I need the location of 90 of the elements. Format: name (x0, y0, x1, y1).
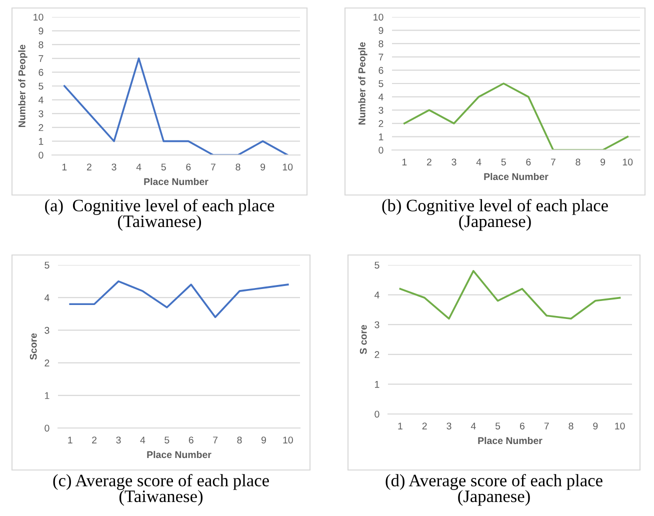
y-axis-title: Number of People (358, 42, 368, 124)
y-tick-label: 0 (374, 410, 380, 418)
y-tick-label: 0 (38, 152, 44, 159)
y-tick-label: 2 (38, 124, 44, 131)
x-tick-label: 8 (568, 422, 574, 430)
x-tick-label: 2 (422, 422, 427, 430)
y-tick-label: 8 (38, 41, 44, 48)
line-series (403, 82, 629, 150)
y-tick-label: 8 (378, 40, 384, 48)
x-axis-title: Place Number (144, 178, 208, 186)
x-tick-label: 1 (62, 164, 67, 170)
y-tick-label: 1 (379, 134, 384, 140)
y-tick-label: 5 (378, 80, 384, 88)
y-tick-label: 3 (378, 106, 384, 114)
y-tick-label: 0 (44, 424, 50, 432)
x-tick-label: 5 (164, 436, 170, 444)
y-tick-label: 5 (44, 262, 50, 269)
x-tick-label: 4 (136, 164, 142, 170)
x-tick-label: 3 (446, 422, 452, 430)
x-tick-label: 7 (213, 436, 218, 444)
x-tick-label: 1 (402, 158, 407, 166)
x-tick-label: 10 (283, 436, 293, 444)
y-tick-label: 2 (374, 351, 380, 358)
x-tick-label: 6 (520, 422, 524, 430)
text: (a) Cognitive level of each place (Taiwanese) (45, 199, 274, 231)
y-tick-label: 9 (378, 27, 384, 34)
x-tick-label: 9 (261, 436, 266, 444)
y-tick-label: 6 (38, 68, 44, 76)
x-tick-label: 10 (622, 158, 633, 166)
x-tick-label: 4 (140, 436, 146, 444)
x-tick-label: 2 (426, 158, 432, 166)
line-series (63, 57, 289, 155)
text: (b) Cognitive level of each place (Japanese) (382, 199, 608, 231)
y-tick-label: 4 (378, 94, 384, 100)
x-tick-label: 6 (186, 164, 191, 170)
x-tick-label: 10 (615, 422, 625, 430)
y-tick-label: 1 (375, 381, 380, 388)
y-tick-label: 3 (44, 326, 50, 334)
x-tick-label: 3 (116, 436, 121, 444)
y-tick-label: 2 (378, 120, 384, 127)
x-tick-label: 7 (550, 158, 556, 166)
x-tick-label: 2 (86, 164, 92, 170)
y-tick-label: 2 (44, 360, 50, 366)
x-tick-label: 10 (282, 164, 293, 170)
x-tick-label: 8 (237, 436, 242, 444)
x-tick-label: 8 (576, 158, 580, 166)
y-tick-label: 1 (45, 392, 50, 399)
y-tick-label: 10 (34, 14, 44, 21)
x-tick-label: 6 (188, 436, 194, 444)
y-tick-label: 6 (378, 66, 384, 74)
y-tick-label: 10 (374, 14, 384, 21)
line-series (69, 280, 289, 318)
y-tick-label: 4 (38, 96, 44, 104)
y-tick-label: 1 (39, 138, 44, 145)
y-tick-label: 7 (378, 54, 384, 60)
y-tick-label: 5 (38, 82, 44, 90)
y-tick-label: 7 (38, 55, 44, 62)
x-tick-label: 3 (112, 164, 116, 170)
x-tick-label: 4 (476, 158, 482, 166)
x-tick-label: 9 (260, 164, 266, 170)
text: (c) Average score of each place (Taiwanese) (53, 474, 269, 506)
x-tick-label: 7 (544, 422, 549, 430)
y-axis-title: Number of People (18, 44, 28, 127)
x-tick-label: 7 (210, 164, 216, 170)
x-tick-label: 5 (495, 422, 500, 430)
y-axis-title: S core (360, 324, 367, 354)
x-tick-label: 9 (593, 422, 598, 430)
x-tick-label: 9 (600, 158, 606, 166)
x-axis-title: Place Number (147, 450, 212, 458)
x-tick-label: 1 (398, 422, 402, 430)
x-axis-title: Place Number (484, 172, 548, 180)
y-tick-label: 0 (378, 146, 384, 154)
x-tick-label: 3 (452, 158, 456, 166)
y-tick-label: 4 (44, 294, 50, 302)
text: (d) Average score of each place (Japanese) (386, 474, 602, 506)
x-tick-label: 1 (68, 436, 72, 444)
x-tick-label: 2 (92, 436, 97, 444)
x-axis-title: Place Number (478, 436, 542, 444)
x-tick-label: 4 (470, 422, 476, 430)
y-tick-label: 5 (374, 262, 380, 269)
x-tick-label: 5 (501, 158, 506, 166)
y-tick-label: 3 (38, 110, 44, 118)
x-tick-label: 5 (161, 164, 166, 170)
y-tick-label: 3 (374, 321, 380, 328)
y-tick-label: 4 (374, 292, 380, 298)
y-axis-title: Score (30, 333, 37, 360)
y-tick-label: 9 (38, 28, 44, 34)
line-series (399, 270, 621, 320)
x-tick-label: 8 (236, 164, 240, 170)
x-tick-label: 6 (526, 158, 531, 166)
